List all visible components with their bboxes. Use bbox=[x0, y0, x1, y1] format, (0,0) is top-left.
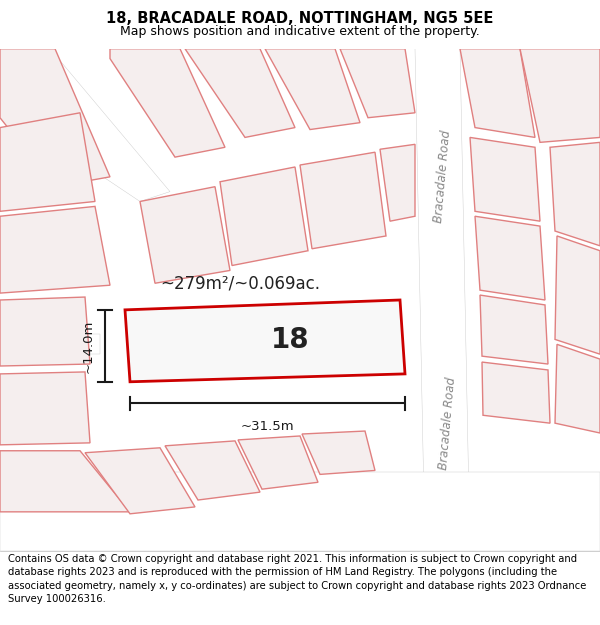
Polygon shape bbox=[300, 152, 386, 249]
Polygon shape bbox=[0, 112, 95, 211]
Polygon shape bbox=[415, 49, 470, 551]
Text: 18, BRACADALE ROAD, NOTTINGHAM, NG5 5EE: 18, BRACADALE ROAD, NOTTINGHAM, NG5 5EE bbox=[106, 11, 494, 26]
Polygon shape bbox=[460, 49, 535, 138]
Polygon shape bbox=[470, 138, 540, 221]
Polygon shape bbox=[125, 300, 405, 382]
Polygon shape bbox=[238, 436, 318, 489]
Polygon shape bbox=[0, 297, 90, 366]
Polygon shape bbox=[302, 431, 375, 474]
Polygon shape bbox=[555, 236, 600, 354]
Polygon shape bbox=[0, 334, 100, 354]
Polygon shape bbox=[0, 206, 110, 293]
Text: Map shows position and indicative extent of the property.: Map shows position and indicative extent… bbox=[120, 25, 480, 38]
Text: Bracadale Road: Bracadale Road bbox=[433, 130, 454, 224]
Text: ~31.5m: ~31.5m bbox=[241, 420, 295, 433]
Text: ~279m²/~0.069ac.: ~279m²/~0.069ac. bbox=[160, 274, 320, 292]
Polygon shape bbox=[185, 49, 295, 138]
Text: 18: 18 bbox=[271, 326, 310, 354]
Polygon shape bbox=[0, 49, 110, 187]
Polygon shape bbox=[340, 49, 415, 118]
Polygon shape bbox=[165, 441, 260, 500]
Text: Bracadale Road: Bracadale Road bbox=[437, 376, 458, 470]
Polygon shape bbox=[0, 49, 170, 201]
Polygon shape bbox=[140, 187, 230, 283]
Polygon shape bbox=[550, 142, 600, 246]
Polygon shape bbox=[520, 49, 600, 142]
Text: Contains OS data © Crown copyright and database right 2021. This information is : Contains OS data © Crown copyright and d… bbox=[8, 554, 586, 604]
Polygon shape bbox=[480, 295, 548, 364]
Polygon shape bbox=[110, 49, 225, 157]
Polygon shape bbox=[555, 344, 600, 433]
Polygon shape bbox=[380, 144, 415, 221]
Polygon shape bbox=[475, 216, 545, 300]
Polygon shape bbox=[220, 167, 308, 266]
Polygon shape bbox=[85, 448, 195, 514]
Polygon shape bbox=[0, 472, 600, 551]
Text: ~14.0m: ~14.0m bbox=[82, 319, 95, 372]
Polygon shape bbox=[265, 49, 360, 129]
Polygon shape bbox=[0, 372, 90, 445]
Polygon shape bbox=[0, 451, 130, 512]
Polygon shape bbox=[482, 362, 550, 423]
